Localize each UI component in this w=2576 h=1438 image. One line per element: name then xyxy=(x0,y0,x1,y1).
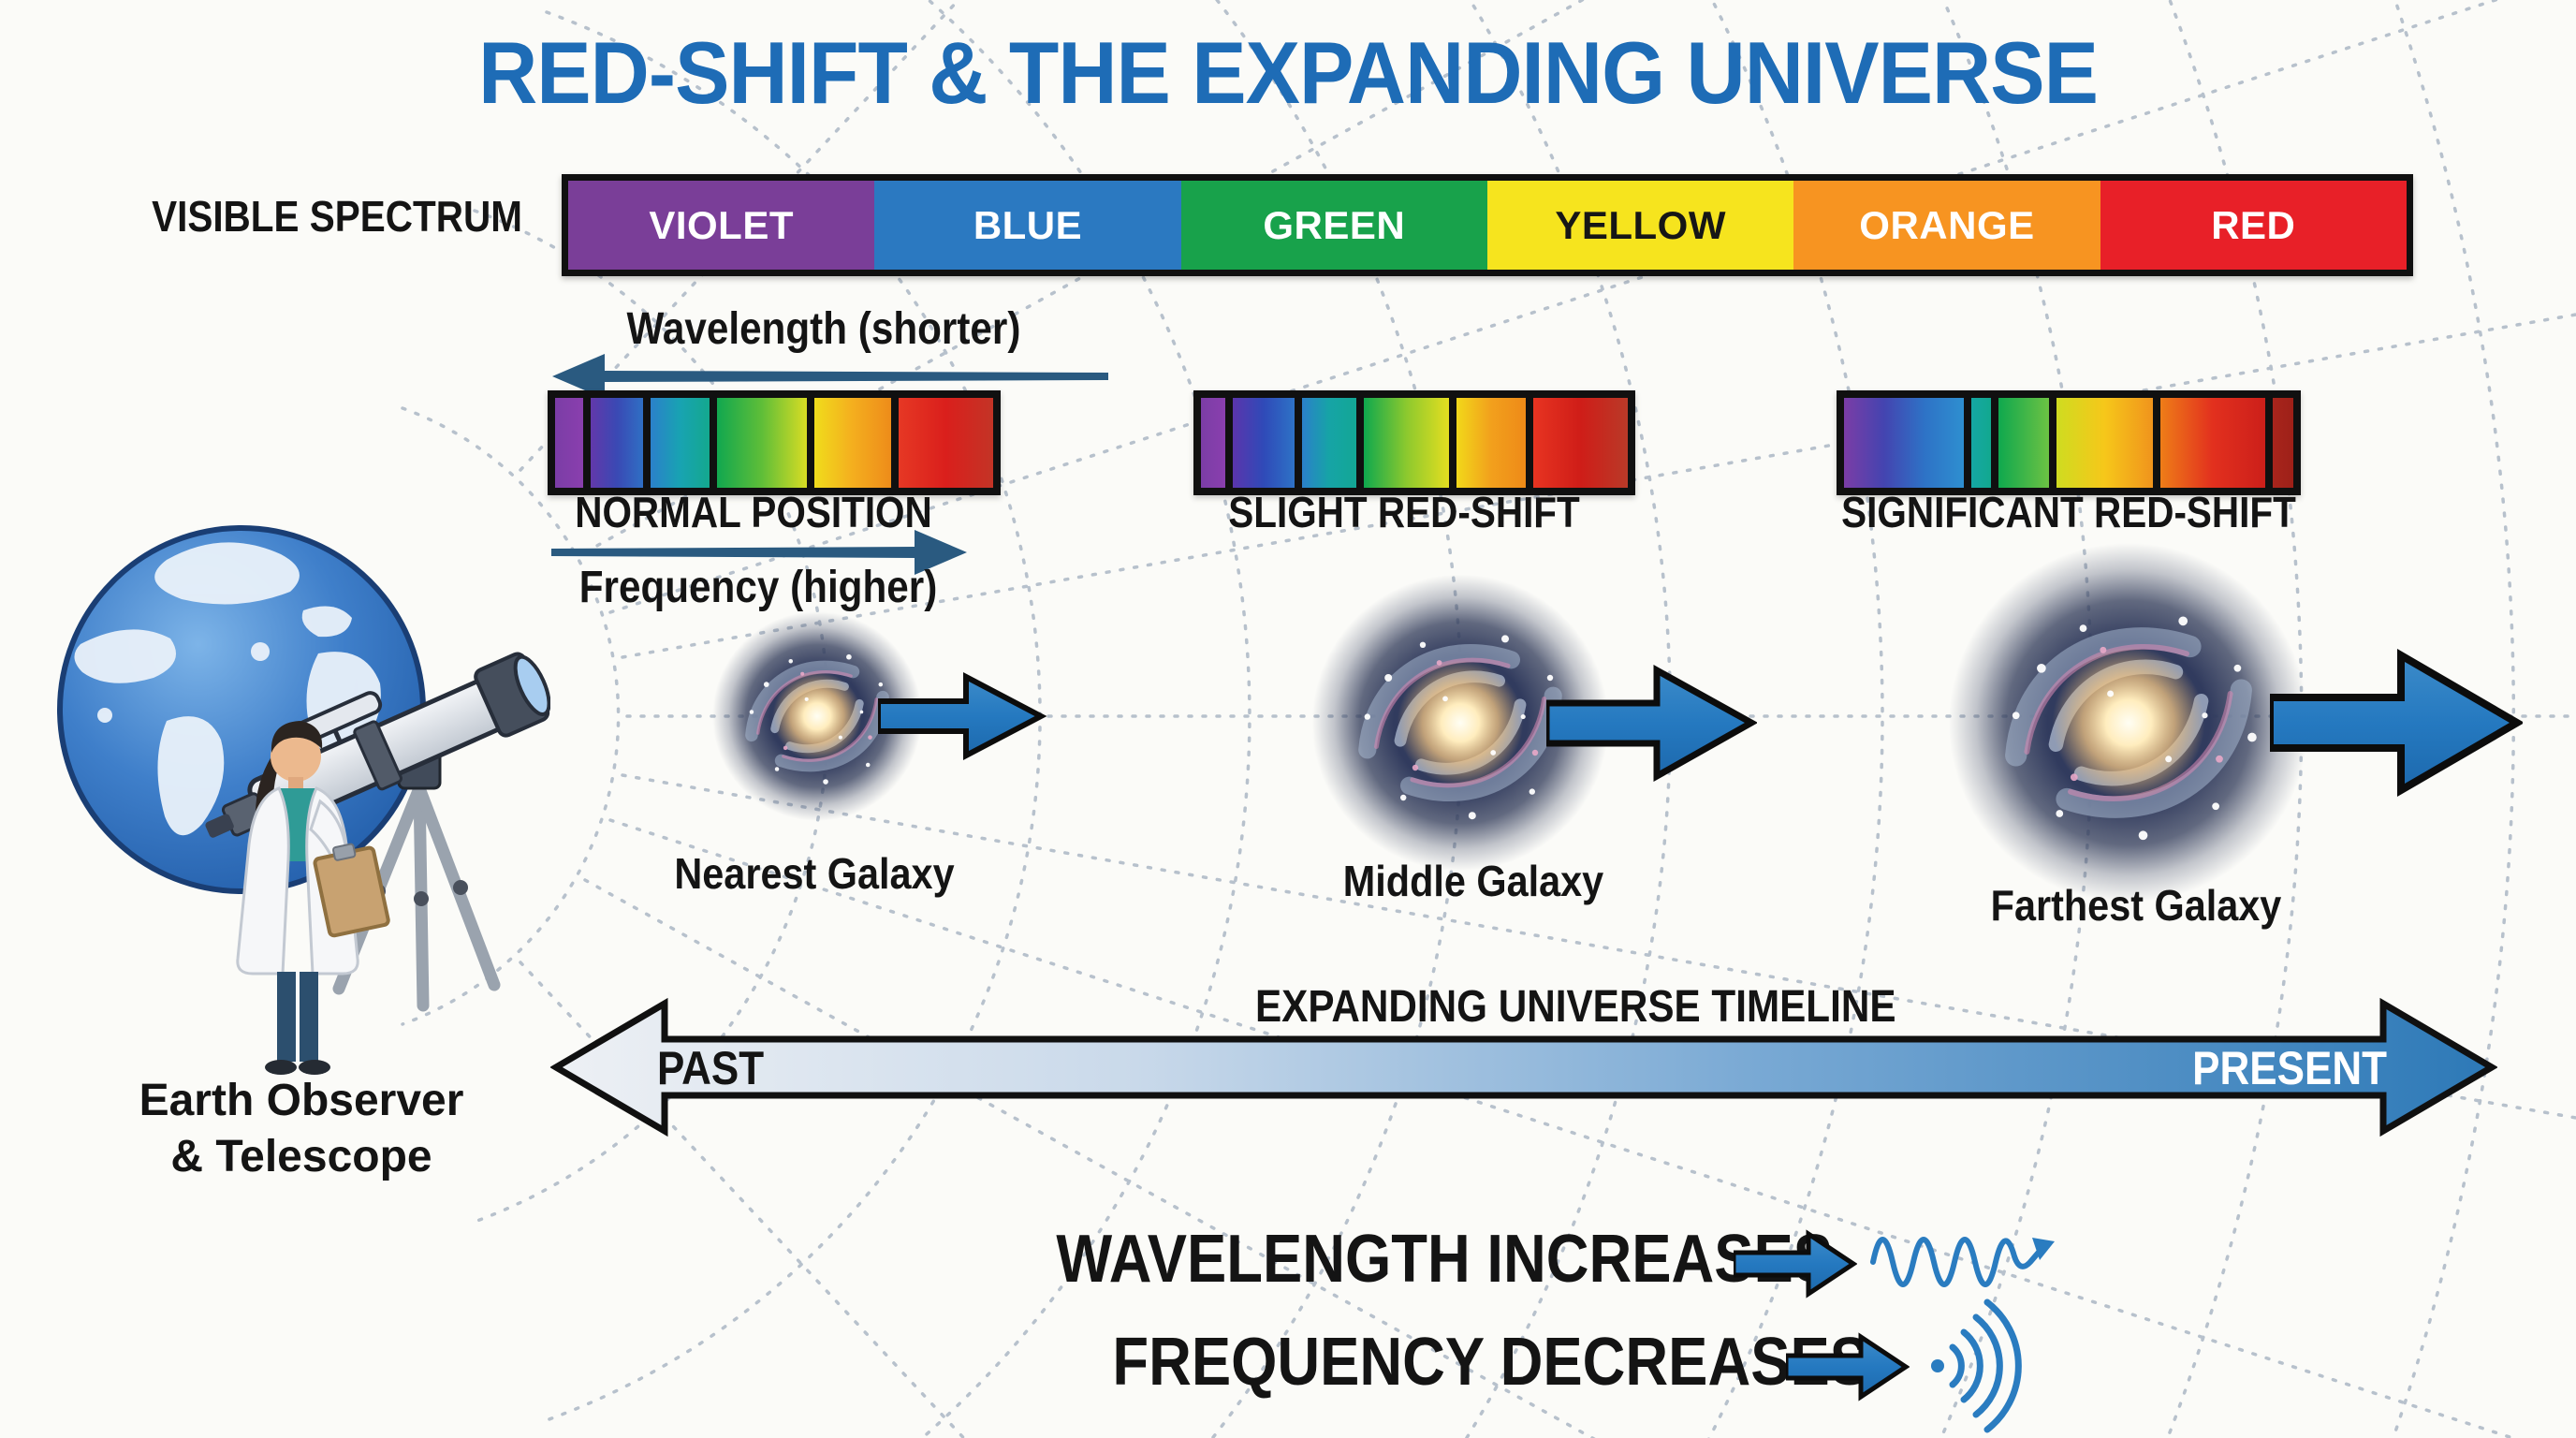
shift-bar-slight xyxy=(1193,390,1635,495)
significant-red-shift-label: SIGNIFICANT RED-SHIFT xyxy=(1841,488,2296,536)
observer-label-line1: Earth Observer xyxy=(139,1076,464,1125)
observer-label-line2: & Telescope xyxy=(170,1132,432,1181)
shift-segment xyxy=(1364,398,1450,488)
wave-icon xyxy=(1870,1237,2055,1287)
shift-segment xyxy=(1533,398,1628,488)
visible-spectrum-bar: VIOLET BLUE GREEN YELLOW ORANGE RED xyxy=(562,174,2413,276)
shift-segment xyxy=(1844,398,1964,488)
shift-segment xyxy=(898,398,993,488)
timeline-double-arrow xyxy=(550,997,2497,1137)
frequency-decreases-label: FREQUENCY DECREASES xyxy=(1112,1325,1869,1400)
shift-segment xyxy=(2160,398,2266,488)
frequency-higher-label: Frequency (higher) xyxy=(578,563,938,612)
timeline-present-label: PRESENT xyxy=(2192,1042,2387,1094)
shift-segment xyxy=(651,398,710,488)
shift-segment xyxy=(1998,398,2049,488)
recession-arrow-farthest-icon xyxy=(2270,649,2523,797)
wavelength-shorter-label: Wavelength (shorter) xyxy=(626,304,1021,354)
shift-segment xyxy=(1233,398,1295,488)
shift-segment xyxy=(555,398,584,488)
shift-segment xyxy=(1970,398,1991,488)
shift-segment xyxy=(2273,398,2294,488)
visible-spectrum-label: VISIBLE SPECTRUM xyxy=(152,192,522,241)
farthest-galaxy-illustration xyxy=(1947,541,2310,904)
normal-position-label: NORMAL POSITION xyxy=(575,488,932,536)
nearest-galaxy-label: Nearest Galaxy xyxy=(674,849,955,898)
page-title: RED-SHIFT & THE EXPANDING UNIVERSE xyxy=(0,22,2576,124)
earth-observer-illustration xyxy=(57,525,550,1075)
shift-segment xyxy=(717,398,808,488)
frequency-decreases-arrow-icon xyxy=(1786,1332,1910,1401)
spectrum-segment-red: RED xyxy=(2100,181,2407,270)
shift-segment xyxy=(1456,398,1527,488)
spectrum-segment-blue: BLUE xyxy=(874,181,1181,270)
shift-segment xyxy=(1201,398,1226,488)
wavelength-increases-label: WAVELENGTH INCREASES xyxy=(1056,1222,1834,1297)
spectrum-segment-orange: ORANGE xyxy=(1793,181,2100,270)
middle-galaxy-label: Middle Galaxy xyxy=(1342,857,1604,905)
wavelength-left-arrow-icon xyxy=(552,354,1108,399)
spectrum-segment-violet: VIOLET xyxy=(568,181,875,270)
radiating-arcs-icon xyxy=(1931,1299,2022,1433)
shift-segment xyxy=(814,398,891,488)
shift-segment xyxy=(2056,398,2154,488)
shift-segment xyxy=(591,398,644,488)
wavelength-increases-arrow-icon xyxy=(1734,1229,1857,1299)
earth-continents xyxy=(74,542,381,836)
shift-bar-normal xyxy=(548,390,1001,495)
shift-bar-significant xyxy=(1837,390,2301,495)
timeline-past-label: PAST xyxy=(657,1042,765,1094)
observer-figure xyxy=(236,721,390,1075)
shift-segment xyxy=(1301,398,1357,488)
farthest-galaxy-label: Farthest Galaxy xyxy=(1990,881,2282,930)
page-title-text: RED-SHIFT & THE EXPANDING UNIVERSE xyxy=(478,23,2099,122)
recession-arrow-nearest-icon xyxy=(878,672,1046,760)
recession-arrow-middle-icon xyxy=(1546,665,1757,782)
frequency-right-arrow-icon xyxy=(551,530,967,575)
slight-red-shift-label: SLIGHT RED-SHIFT xyxy=(1228,488,1580,536)
observer-label: Earth Observer & Telescope xyxy=(21,1073,582,1185)
spectrum-segment-green: GREEN xyxy=(1180,181,1487,270)
spectrum-segment-yellow: YELLOW xyxy=(1486,181,1794,270)
